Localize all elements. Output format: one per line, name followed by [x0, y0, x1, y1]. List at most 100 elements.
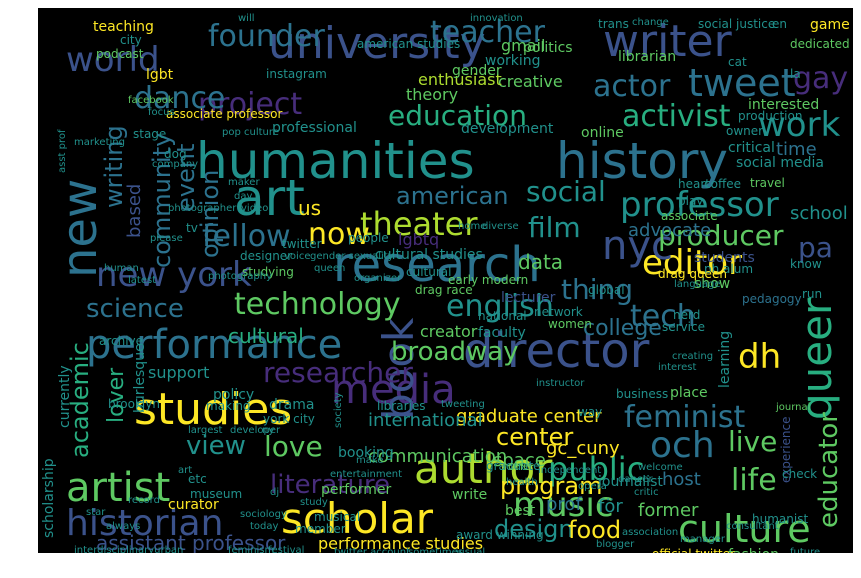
- cloud-word: innovation: [470, 13, 523, 24]
- cloud-word: och: [650, 425, 715, 466]
- cloud-word: students: [694, 250, 755, 266]
- cloud-word: company: [152, 159, 199, 170]
- cloud-word: data: [518, 250, 564, 274]
- cloud-word: early modern: [448, 273, 529, 287]
- cloud-word: health: [506, 477, 538, 488]
- cloud-word: ny: [262, 425, 275, 436]
- cloud-word: performance: [86, 322, 343, 368]
- cloud-word: study: [300, 497, 328, 508]
- cloud-word: graduate center: [456, 406, 602, 427]
- cloud-word: blogger: [596, 539, 635, 550]
- cloud-word: people: [348, 231, 389, 245]
- cloud-word: development: [461, 121, 554, 137]
- cloud-word: facebook: [128, 95, 174, 106]
- cloud-word: society: [333, 392, 344, 428]
- cloud-word: voice: [284, 251, 311, 262]
- cloud-word: communication: [368, 446, 508, 467]
- cloud-word: author: [414, 444, 553, 493]
- cloud-word: based: [124, 183, 145, 238]
- cloud-word: human: [104, 263, 139, 274]
- cloud-word: journal: [776, 402, 811, 413]
- cloud-word: libraries: [377, 399, 426, 413]
- cloud-word: cultural studies: [375, 247, 483, 263]
- cloud-word: largest: [188, 425, 223, 436]
- cloud-word: one: [508, 459, 531, 473]
- cloud-word: sociology: [240, 509, 287, 520]
- cloud-word: dance: [134, 81, 226, 116]
- cloud-word: theater: [360, 205, 478, 243]
- cloud-word: festival: [268, 545, 305, 554]
- cloud-word: associate: [661, 209, 718, 223]
- cloud-word: make: [356, 455, 384, 466]
- cloud-word: future: [790, 547, 821, 554]
- cloud-word: international: [368, 410, 483, 431]
- cloud-word: advocate: [628, 220, 712, 241]
- cloud-word: lgbtq: [398, 230, 440, 249]
- cloud-word: award winning: [456, 528, 544, 542]
- cloud-word: trans: [598, 17, 629, 31]
- cloud-word: dog: [164, 147, 187, 161]
- cloud-word: twitter: [282, 237, 322, 251]
- cloud-word: focus: [148, 107, 175, 118]
- cloud-word: editor: [642, 243, 743, 283]
- cloud-word: please: [150, 233, 183, 244]
- cloud-word: fellow: [202, 219, 291, 254]
- cloud-word: star: [86, 507, 106, 518]
- cloud-word: play: [678, 194, 704, 208]
- cloud-word: city: [120, 33, 142, 47]
- cloud-word: design: [494, 515, 574, 543]
- cloud-word: fashion: [728, 548, 779, 553]
- cloud-word: making: [206, 399, 251, 413]
- cloud-word: women: [548, 317, 592, 331]
- cloud-word: feminist: [624, 400, 746, 435]
- cloud-word: english: [446, 289, 554, 324]
- cloud-word: tv: [186, 221, 198, 235]
- cloud-word: research: [333, 237, 541, 293]
- cloud-word: culture: [678, 507, 811, 551]
- cloud-word: now: [308, 217, 370, 252]
- cloud-word: gender sexuality: [310, 251, 394, 262]
- cloud-word: queen: [314, 263, 346, 274]
- cloud-word: för: [598, 496, 623, 517]
- cloud-word: dh: [738, 337, 782, 377]
- cloud-word: always: [106, 521, 141, 532]
- cloud-word: video: [241, 203, 269, 214]
- cloud-word: today: [250, 521, 279, 532]
- cloud-word: show: [694, 276, 731, 292]
- cloud-word: diverse: [482, 221, 519, 232]
- cloud-word: member: [295, 522, 346, 536]
- cloud-word: developer: [230, 425, 281, 436]
- cloud-word: view: [186, 431, 246, 461]
- cloud-word: opera: [578, 481, 607, 492]
- cloud-word: lgbt: [146, 67, 174, 83]
- cloud-word: social justice: [698, 17, 776, 31]
- cloud-word: travel: [750, 176, 785, 190]
- cloud-word: global: [588, 283, 625, 297]
- cloud-word: artist: [66, 465, 171, 511]
- cloud-word: learning: [717, 330, 733, 388]
- cloud-word: film: [528, 211, 581, 244]
- cloud-word: check: [782, 467, 818, 481]
- cloud-word: broadway: [391, 337, 519, 367]
- cloud-word: prof: [546, 494, 582, 515]
- cloud-word: production: [738, 109, 803, 123]
- cloud-word: dedicated: [790, 37, 850, 51]
- cloud-word: art: [234, 169, 305, 227]
- cloud-word: heart: [678, 177, 710, 191]
- cloud-word: york city: [263, 412, 315, 426]
- cloud-word: assistant professor: [96, 531, 286, 553]
- cloud-word: twitter account: [334, 547, 411, 554]
- cloud-word: creator: [420, 322, 478, 341]
- cloud-word: visual: [456, 547, 486, 554]
- cloud-word: official twitter: [652, 548, 735, 553]
- cloud-word: best: [505, 503, 536, 519]
- cloud-word: live: [728, 425, 778, 458]
- cloud-word: change: [632, 17, 669, 28]
- cloud-word: language: [674, 279, 721, 290]
- cloud-word: game: [810, 17, 850, 33]
- cloud-word: photography: [208, 271, 273, 282]
- cloud-word: sometimes: [408, 547, 464, 554]
- cloud-word: independent: [538, 465, 602, 476]
- cloud-word: writer: [603, 16, 732, 67]
- cloud-word: owner: [726, 124, 764, 138]
